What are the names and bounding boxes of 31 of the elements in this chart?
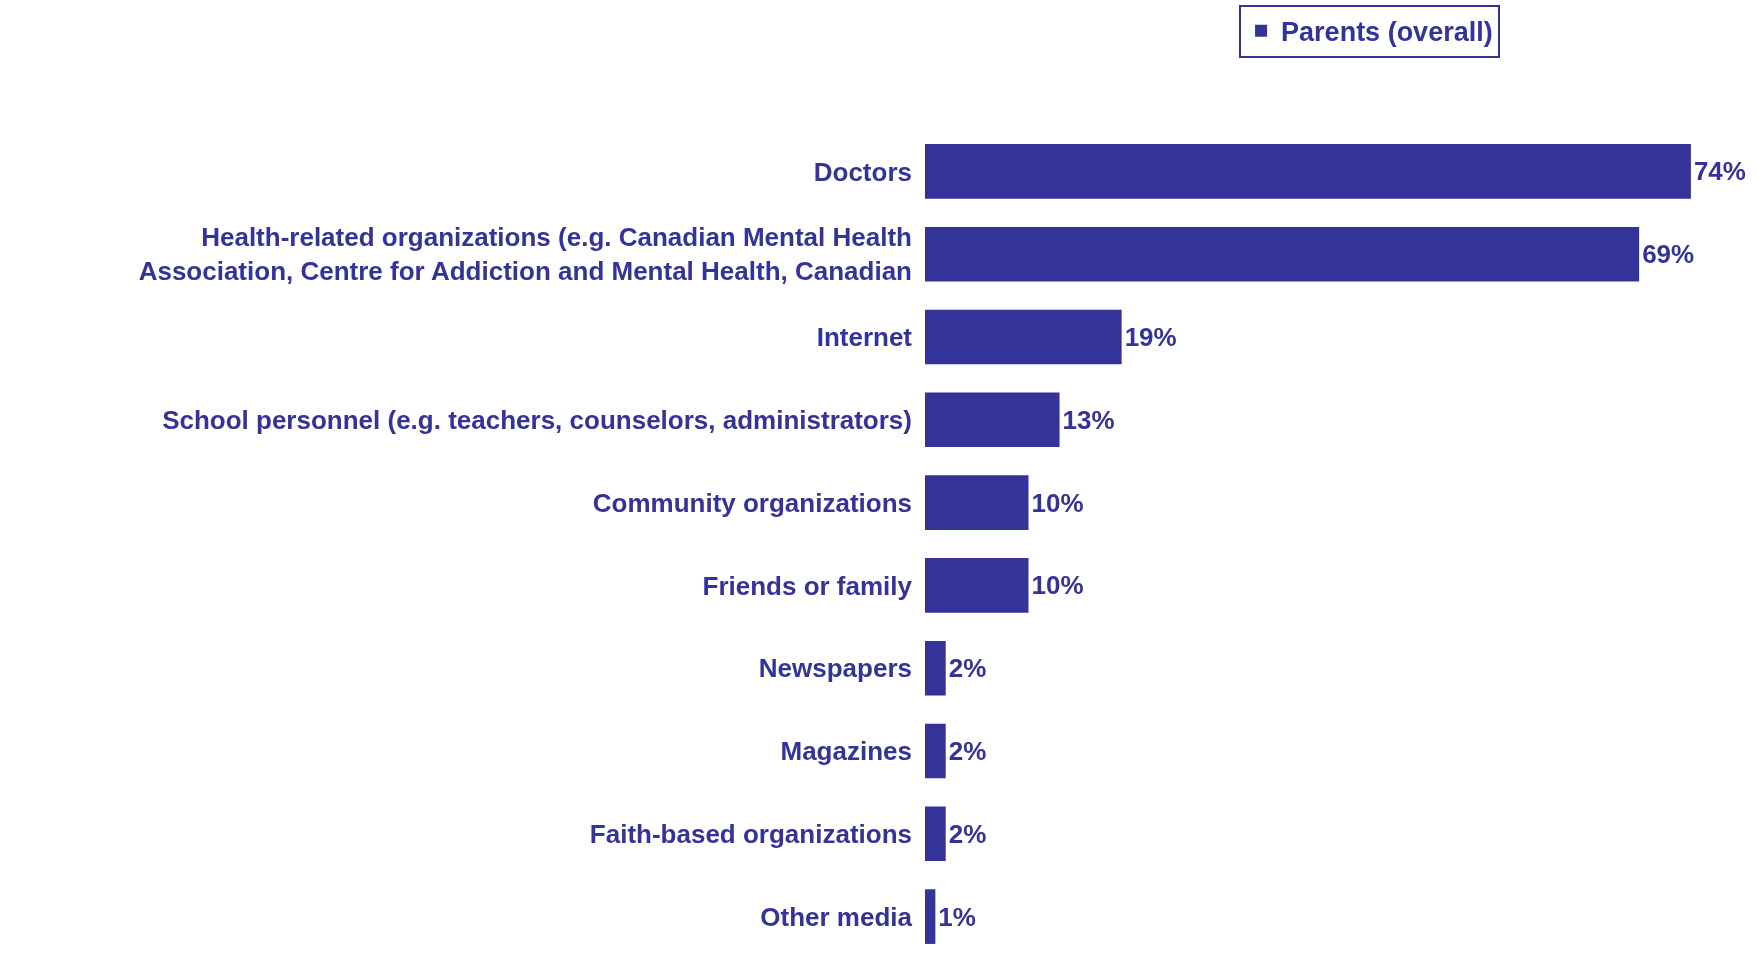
y-tick-label: Magazines (780, 736, 912, 767)
y-tick-label: Friends or family (702, 570, 913, 601)
data-label: 19% (1124, 322, 1177, 352)
bar (925, 392, 1060, 448)
data-label: 69% (1642, 239, 1695, 270)
y-tick-label: Health-related organizations (e.g. Canadian Mental Health Association, Centre for Addiction and Mental Health, Canadian (138, 222, 912, 287)
bar (925, 723, 946, 779)
y-tick-label: Community organizations (592, 487, 912, 518)
bar (925, 806, 946, 862)
data-label: 2% (948, 653, 987, 684)
data-label: 10% (1031, 570, 1084, 601)
bar (925, 226, 1640, 282)
data-label: 13% (1062, 404, 1115, 435)
data-label: 2% (948, 818, 987, 849)
bar (925, 889, 936, 944)
y-tick-label: Internet (816, 322, 913, 353)
bar (925, 640, 946, 696)
y-tick-label: Faith-based organizations (589, 818, 912, 849)
data-label: 10% (1031, 487, 1084, 518)
bar (925, 144, 1691, 199)
data-label: 1% (938, 901, 976, 932)
data-label: 74% (1693, 156, 1746, 187)
y-tick-label: Newspapers (758, 653, 912, 684)
bar (925, 309, 1122, 365)
y-tick-label: School personnel (e.g. teachers, counselors, administrators) (162, 404, 912, 435)
data-label: 2% (948, 736, 987, 766)
bar (925, 558, 1029, 613)
legend-label: Parents (overall) (1281, 17, 1493, 48)
y-tick-label: Other media (760, 901, 913, 932)
bar (925, 475, 1029, 530)
y-tick-label: Doctors (813, 156, 912, 187)
